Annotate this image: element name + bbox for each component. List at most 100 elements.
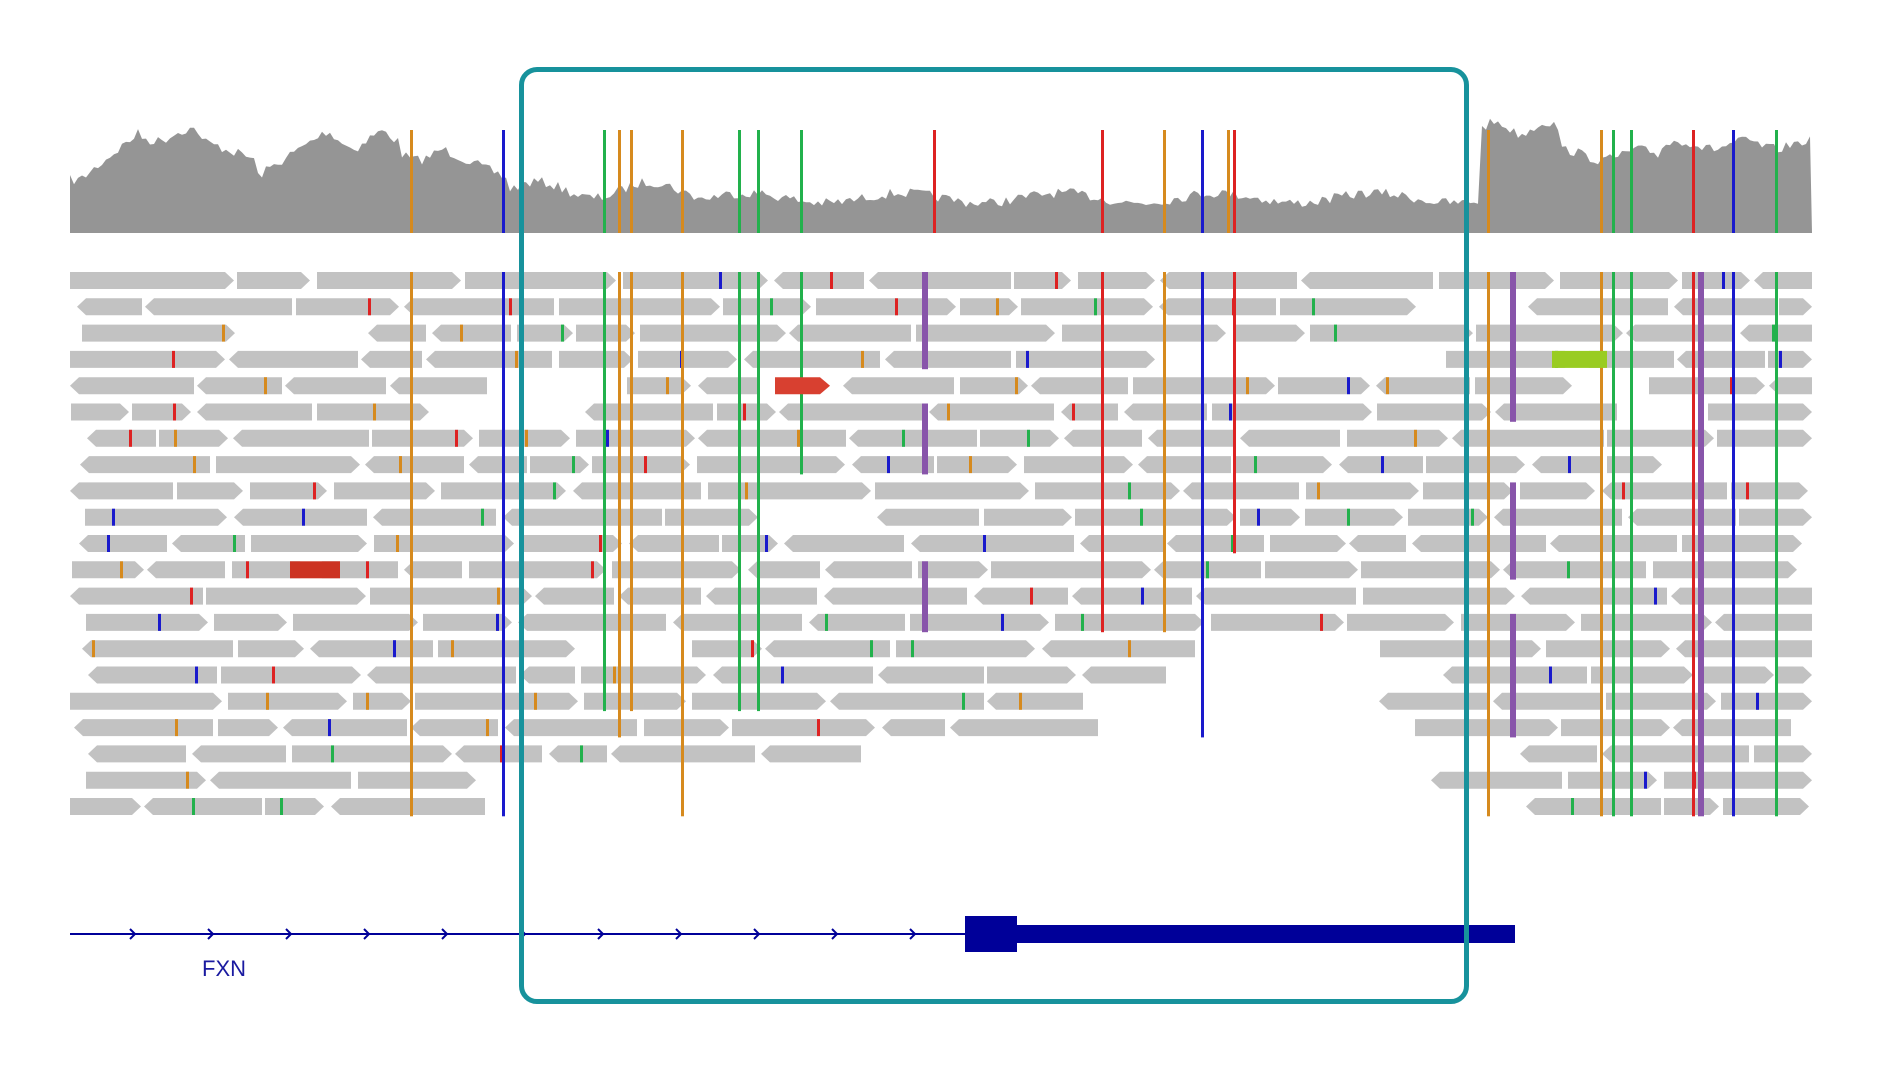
read-mismatch bbox=[460, 324, 463, 342]
read-mismatch bbox=[1644, 771, 1647, 789]
read-mismatch bbox=[1568, 456, 1571, 474]
aligned-read bbox=[1528, 298, 1668, 316]
read-mismatch bbox=[158, 613, 161, 631]
aligned-read bbox=[918, 561, 988, 579]
coverage-allele-bar bbox=[1600, 130, 1603, 233]
aligned-read bbox=[1035, 482, 1180, 500]
aligned-read bbox=[210, 771, 351, 789]
read-mismatch bbox=[1206, 561, 1209, 579]
aligned-read bbox=[584, 692, 686, 710]
aligned-read bbox=[1412, 535, 1546, 552]
aligned-read bbox=[779, 403, 925, 421]
aligned-read bbox=[1674, 298, 1775, 316]
aligned-read bbox=[88, 666, 217, 684]
aligned-read bbox=[88, 745, 186, 763]
aligned-read bbox=[877, 508, 979, 526]
read-mismatch bbox=[1128, 482, 1131, 500]
aligned-read bbox=[1423, 482, 1513, 500]
aligned-read bbox=[144, 798, 262, 815]
read-mismatch bbox=[553, 482, 556, 500]
aligned-read bbox=[372, 429, 473, 447]
aligned-read bbox=[1708, 403, 1812, 421]
aligned-read bbox=[937, 456, 1017, 474]
aligned-read bbox=[1778, 666, 1812, 684]
aligned-read bbox=[1626, 324, 1733, 342]
snp-column bbox=[502, 272, 505, 817]
read-mismatch bbox=[1549, 666, 1552, 684]
read-mismatch bbox=[233, 535, 236, 552]
strand-arrow bbox=[363, 928, 371, 940]
aligned-read bbox=[1493, 692, 1602, 710]
aligned-read bbox=[878, 666, 984, 684]
coverage-allele-bar bbox=[738, 130, 741, 233]
read-mismatch bbox=[770, 298, 773, 316]
gene-track[interactable] bbox=[70, 916, 1515, 952]
snp-column bbox=[1775, 272, 1778, 817]
read-mismatch bbox=[830, 272, 833, 289]
strand-arrow bbox=[675, 928, 683, 940]
aligned-read bbox=[1768, 350, 1812, 368]
aligned-read bbox=[70, 482, 173, 500]
strand-arrow bbox=[909, 928, 917, 940]
aligned-read bbox=[612, 561, 741, 579]
snp-column bbox=[630, 272, 633, 712]
aligned-read bbox=[216, 456, 360, 474]
aligned-read bbox=[415, 692, 578, 710]
read-mismatch bbox=[1072, 403, 1075, 421]
read-mismatch bbox=[1347, 377, 1350, 395]
aligned-read bbox=[549, 745, 607, 763]
aligned-read bbox=[1653, 561, 1797, 579]
aligned-read bbox=[623, 272, 768, 289]
read-mismatch bbox=[996, 298, 999, 316]
snp-column bbox=[681, 272, 684, 817]
read-mismatch bbox=[1027, 429, 1030, 447]
read-mismatch bbox=[1471, 508, 1474, 526]
aligned-read bbox=[1310, 324, 1473, 342]
aligned-read bbox=[469, 561, 606, 579]
aligned-read bbox=[1042, 640, 1195, 658]
aligned-read bbox=[885, 350, 1011, 368]
aligned-read bbox=[1379, 692, 1490, 710]
aligned-read bbox=[974, 587, 1068, 605]
read-mismatch bbox=[107, 535, 110, 552]
aligned-read bbox=[505, 719, 637, 737]
insertion-marker bbox=[922, 403, 928, 475]
aligned-read bbox=[159, 429, 228, 447]
insertion-marker bbox=[1510, 613, 1516, 738]
read-mismatch bbox=[368, 298, 371, 316]
aligned-read bbox=[1664, 798, 1719, 815]
coverage-allele-bar bbox=[1487, 130, 1490, 233]
aligned-read bbox=[1461, 613, 1575, 631]
gene-name-label[interactable]: FXN bbox=[202, 956, 246, 981]
aligned-read bbox=[644, 719, 729, 737]
aligned-read bbox=[72, 561, 144, 579]
read-mismatch bbox=[92, 640, 95, 658]
aligned-read bbox=[70, 272, 234, 289]
aligned-read bbox=[535, 587, 614, 605]
aligned-read bbox=[911, 535, 1074, 552]
read-mismatch bbox=[745, 482, 748, 500]
aligned-read bbox=[1212, 403, 1372, 421]
strand-arrow bbox=[207, 928, 215, 940]
aligned-read bbox=[1138, 456, 1231, 474]
aligned-read bbox=[432, 324, 511, 342]
read-mismatch bbox=[534, 692, 537, 710]
coverage-area bbox=[70, 118, 1812, 233]
aligned-read bbox=[987, 692, 1083, 710]
coverage-allele-bar bbox=[630, 130, 633, 233]
aligned-read bbox=[87, 429, 156, 447]
coverage-track[interactable] bbox=[70, 118, 1812, 233]
aligned-read bbox=[353, 692, 411, 710]
read-mismatch bbox=[911, 640, 914, 658]
aligned-read bbox=[1606, 692, 1716, 710]
aligned-read bbox=[1240, 508, 1300, 526]
read-mismatch bbox=[1231, 535, 1234, 552]
read-mismatch bbox=[1140, 508, 1143, 526]
read-mismatch bbox=[1015, 377, 1018, 395]
alignment-reads-track[interactable] bbox=[70, 272, 1812, 817]
aligned-read bbox=[1452, 429, 1604, 447]
read-mismatch bbox=[373, 403, 376, 421]
aligned-read bbox=[1072, 587, 1192, 605]
